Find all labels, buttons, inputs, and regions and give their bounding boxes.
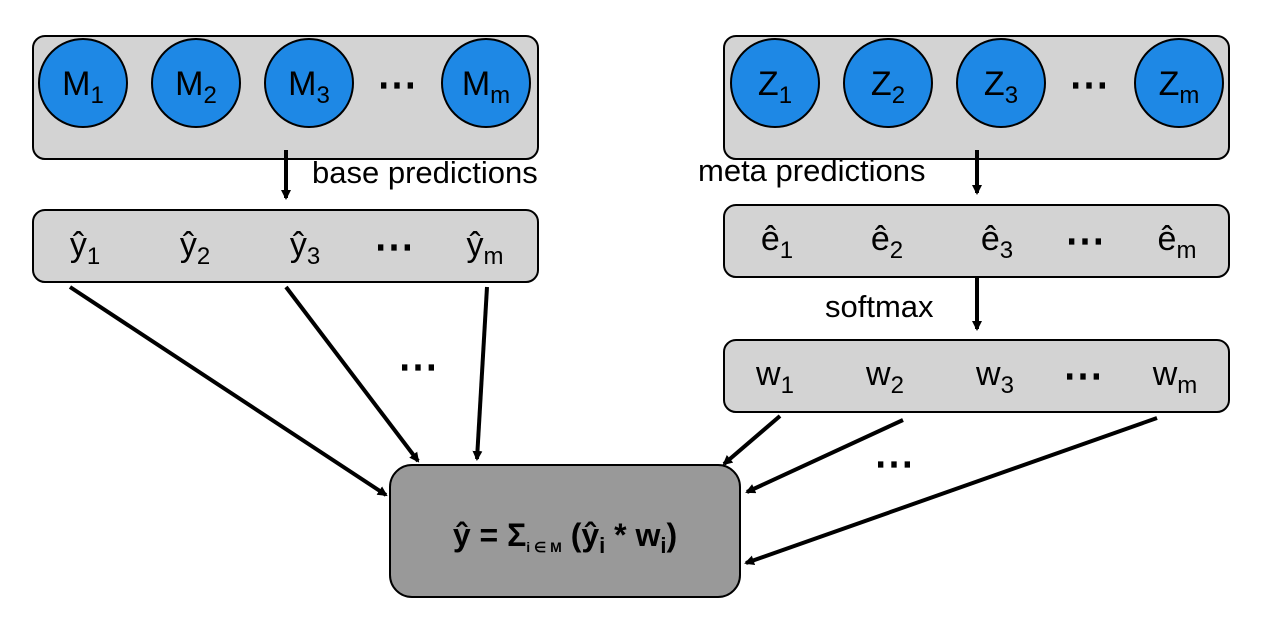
right-arrows-ellipsis: ⋯ xyxy=(874,442,916,486)
base-predictions-label: base predictions xyxy=(312,155,538,190)
svg-text:Mm: Mm xyxy=(462,65,510,109)
meta-pred-e1: ê1 xyxy=(761,220,793,264)
arrow-wm-to-output xyxy=(744,416,1158,566)
base-predictions-container xyxy=(32,209,539,283)
base-pred-ym: ŷm xyxy=(467,226,504,270)
arrow-y3-to-output xyxy=(284,285,420,463)
output-formula: ŷ = Σi ∈ M (ŷi * wi) xyxy=(453,517,677,558)
svg-text:M2: M2 xyxy=(175,65,217,109)
meta-model-z2: Z2 xyxy=(843,38,933,128)
left-arrows-ellipsis: ⋯ xyxy=(398,345,440,389)
weights-container xyxy=(723,339,1230,413)
base-pred-y1: ŷ1 xyxy=(70,226,100,270)
svg-text:Zm: Zm xyxy=(1159,65,1200,109)
meta-model-zm: Zm xyxy=(1134,38,1224,128)
weight-w2: w2 xyxy=(865,355,904,399)
meta-models-ellipsis: ⋯ xyxy=(1069,63,1111,107)
base-model-mm: Mm xyxy=(441,38,531,128)
base-pred-y3: ŷ3 xyxy=(290,226,320,270)
base-pred-y2: ŷ2 xyxy=(180,226,210,270)
arrow-ym-to-output xyxy=(472,286,489,461)
weight-wm: wm xyxy=(1152,355,1198,399)
meta-pred-e3: ê3 xyxy=(981,220,1013,264)
arrow-w2-to-output xyxy=(745,418,904,494)
meta-pred-em: êm xyxy=(1158,220,1197,264)
weights-ellipsis: ⋯ xyxy=(1063,354,1105,398)
meta-model-z3: Z3 xyxy=(956,38,1046,128)
base-preds-ellipsis: ⋯ xyxy=(374,225,416,269)
svg-text:Z3: Z3 xyxy=(984,65,1018,109)
arrow-y1-to-output xyxy=(68,285,388,497)
meta-model-z1: Z1 xyxy=(730,38,820,128)
svg-text:M3: M3 xyxy=(288,65,330,109)
base-model-m2: M2 xyxy=(151,38,241,128)
meta-predictions-label: meta predictions xyxy=(698,153,925,188)
softmax-label: softmax xyxy=(825,289,934,324)
meta-pred-e2: ê2 xyxy=(871,220,903,264)
meta-preds-ellipsis: ⋯ xyxy=(1065,219,1107,263)
base-models-ellipsis: ⋯ xyxy=(377,63,419,107)
base-model-m1: M1 xyxy=(38,38,128,128)
meta-predictions-container xyxy=(723,204,1230,278)
weight-w1: w1 xyxy=(755,355,794,399)
base-model-m3: M3 xyxy=(264,38,354,128)
svg-text:Z1: Z1 xyxy=(758,65,792,109)
svg-text:Z2: Z2 xyxy=(871,65,905,109)
weighted-sum-box xyxy=(389,464,741,598)
weight-w3: w3 xyxy=(975,355,1014,399)
arrow-w1-to-output xyxy=(722,414,782,466)
svg-text:M1: M1 xyxy=(62,65,104,109)
